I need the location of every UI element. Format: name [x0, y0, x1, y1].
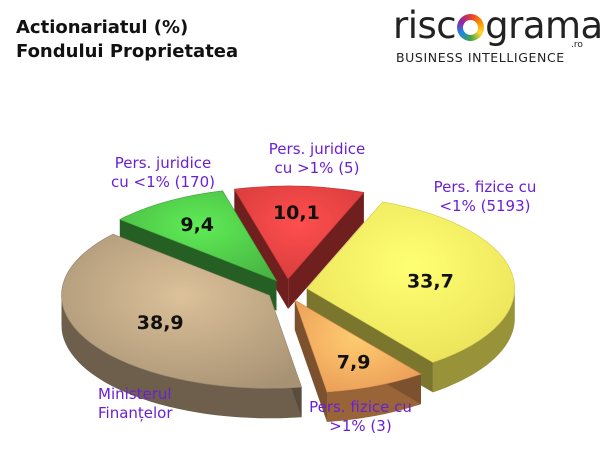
- logo-wordmark: risc grama: [393, 4, 600, 47]
- slice-category-label: Pers. fizice cu >1% (3): [288, 398, 433, 436]
- slice-value-label: 10,1: [273, 202, 320, 224]
- chart-title-line2: Fondului Proprietatea: [16, 41, 239, 62]
- label-line: Pers. juridice: [114, 154, 212, 172]
- slice-side-wall: [61, 294, 302, 419]
- chart-title-line1: Actionariatul (%): [16, 17, 189, 38]
- label-line: Pers. juridice: [268, 140, 366, 158]
- label-line: <1% (5193): [439, 197, 531, 215]
- slice-value-label: 9,4: [180, 214, 214, 236]
- riscograma-logo: risc grama .ro BUSINESS INTELLIGENCE: [393, 4, 600, 70]
- pie-slice: [233, 185, 365, 280]
- pie-slice: [61, 233, 303, 389]
- slice-category-label: Ministerul Finanțelor: [98, 385, 208, 423]
- label-line: >1% (3): [329, 417, 392, 435]
- logo-domain: .ro: [571, 40, 583, 50]
- slice-value-label: 38,9: [137, 312, 184, 334]
- slice-cut-face: [294, 300, 327, 422]
- label-line: Ministerul: [98, 385, 172, 403]
- label-line: Pers. fizice cu: [433, 178, 537, 196]
- chart-title: Actionariatul (%) Fondului Proprietatea: [16, 16, 238, 64]
- label-line: cu <1% (170): [111, 173, 215, 191]
- slice-value-label: 33,7: [407, 271, 454, 293]
- slice-category-label: Pers. fizice cu <1% (5193): [410, 178, 560, 216]
- pie-slice: [119, 190, 278, 282]
- logo-word-start: risc: [393, 4, 457, 47]
- pie-slice: [294, 299, 422, 393]
- slice-side-wall: [432, 287, 515, 393]
- slice-category-label: Pers. juridice cu >1% (5): [252, 140, 382, 178]
- pie-slice: [306, 201, 515, 363]
- slice-value-label: 7,9: [337, 352, 371, 374]
- logo-ring-icon: [457, 14, 485, 41]
- label-line: Pers. fizice cu: [309, 398, 412, 416]
- slice-category-label: Pers. juridice cu <1% (170): [93, 154, 233, 192]
- logo-word-end: grama: [485, 4, 600, 47]
- logo-tagline: BUSINESS INTELLIGENCE: [396, 50, 565, 65]
- label-line: Finanțelor: [98, 404, 173, 422]
- slice-cut-face: [288, 192, 364, 310]
- label-line: cu >1% (5): [274, 159, 360, 177]
